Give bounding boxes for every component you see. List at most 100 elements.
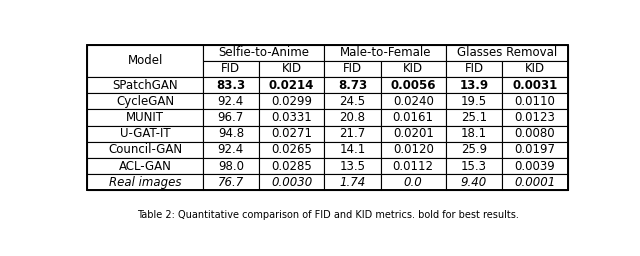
Text: Male-to-Female: Male-to-Female [339,46,431,59]
Bar [446,125,502,142]
Bar [381,142,446,158]
Bar [88,174,203,190]
Bar [446,61,502,77]
Bar [88,45,203,77]
Text: 13.5: 13.5 [339,159,365,173]
Bar [502,93,568,109]
Bar [88,77,203,93]
Text: Table 2: Quantitative comparison of FID and KID metrics. bold for best results.: Table 2: Quantitative comparison of FID … [137,210,519,220]
Bar [203,125,259,142]
Bar [259,61,324,77]
Bar [502,61,568,77]
Text: MUNIT: MUNIT [126,111,164,124]
Bar [502,77,568,93]
Bar [324,158,381,174]
Text: 0.0: 0.0 [404,176,422,189]
Text: Model: Model [127,54,163,67]
Text: 92.4: 92.4 [218,95,244,108]
Bar [203,45,324,61]
Text: 96.7: 96.7 [218,111,244,124]
Bar [324,109,381,125]
Bar [502,174,568,190]
Bar [203,109,259,125]
Bar [259,77,324,93]
Bar [259,93,324,109]
Text: 0.0197: 0.0197 [515,143,556,156]
Bar [446,174,502,190]
Text: 0.0123: 0.0123 [515,111,556,124]
Text: FID: FID [221,62,241,75]
Text: 76.7: 76.7 [218,176,244,189]
Bar [324,93,381,109]
Bar [203,158,259,174]
Bar [502,109,568,125]
Text: Real images: Real images [109,176,181,189]
Bar [324,125,381,142]
Text: 21.7: 21.7 [339,127,365,140]
Text: 25.1: 25.1 [461,111,487,124]
Bar [203,77,259,93]
Text: KID: KID [525,62,545,75]
Text: 0.0201: 0.0201 [393,127,434,140]
Bar [502,125,568,142]
Bar [446,77,502,93]
Bar [88,45,568,190]
Bar [324,61,381,77]
Bar [259,158,324,174]
Bar [502,142,568,158]
Text: 0.0001: 0.0001 [514,176,556,189]
Bar [324,45,446,61]
Text: 98.0: 98.0 [218,159,244,173]
Text: 0.0271: 0.0271 [271,127,312,140]
Bar [203,142,259,158]
Bar [203,174,259,190]
Text: U-GAT-IT: U-GAT-IT [120,127,170,140]
Bar [381,77,446,93]
Bar [88,93,203,109]
Text: 14.1: 14.1 [339,143,365,156]
Bar [446,109,502,125]
Bar [324,174,381,190]
Text: 0.0285: 0.0285 [271,159,312,173]
Bar [203,93,259,109]
Bar [259,125,324,142]
Text: KID: KID [282,62,301,75]
Bar [381,158,446,174]
Text: Glasses Removal: Glasses Removal [457,46,557,59]
Bar [446,45,568,61]
Bar [88,158,203,174]
Text: 94.8: 94.8 [218,127,244,140]
Text: 1.74: 1.74 [339,176,365,189]
Text: 20.8: 20.8 [339,111,365,124]
Text: 0.0110: 0.0110 [515,95,556,108]
Text: ACL-GAN: ACL-GAN [118,159,172,173]
Text: 0.0112: 0.0112 [393,159,434,173]
Bar [381,93,446,109]
Text: KID: KID [403,62,423,75]
Bar [88,109,203,125]
Text: 0.0080: 0.0080 [515,127,555,140]
Bar [381,61,446,77]
Text: 0.0331: 0.0331 [271,111,312,124]
Bar [259,109,324,125]
Bar [88,142,203,158]
Text: 18.1: 18.1 [461,127,487,140]
Text: 0.0240: 0.0240 [393,95,434,108]
Bar [381,125,446,142]
Text: 0.0120: 0.0120 [393,143,434,156]
Bar [502,158,568,174]
Bar [446,142,502,158]
Text: 0.0030: 0.0030 [271,176,312,189]
Text: 8.73: 8.73 [338,79,367,92]
Text: 0.0031: 0.0031 [512,79,557,92]
Text: 92.4: 92.4 [218,143,244,156]
Text: 13.9: 13.9 [460,79,488,92]
Bar [324,77,381,93]
Text: FID: FID [465,62,484,75]
Text: 9.40: 9.40 [461,176,487,189]
Text: 0.0056: 0.0056 [390,79,436,92]
Bar [381,109,446,125]
Text: 0.0265: 0.0265 [271,143,312,156]
Bar [259,142,324,158]
Text: SPatchGAN: SPatchGAN [112,79,178,92]
